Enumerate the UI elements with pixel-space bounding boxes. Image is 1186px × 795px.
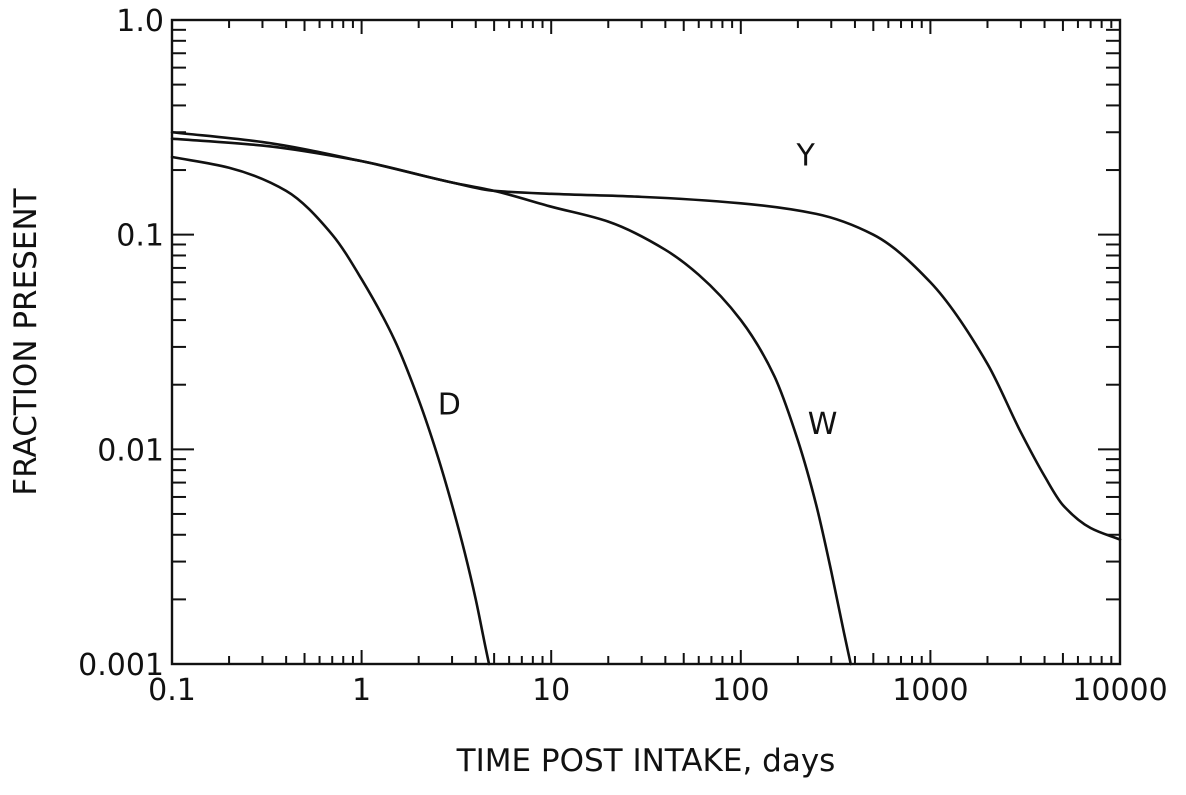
series-line-w	[170, 130, 853, 666]
curve-label-d: D	[438, 388, 461, 423]
tick-labels: 0.1 1 10 100 1000 10000 0.001 0.01 0.1 1.0	[78, 4, 1168, 708]
x-tick-label: 10000	[1072, 673, 1167, 708]
x-tick-label: 1	[352, 673, 371, 708]
x-tick-label: 10	[532, 673, 570, 708]
y-tick-label: 0.001	[78, 648, 164, 683]
series-line-y	[170, 137, 1122, 541]
x-tick-label: 1000	[892, 673, 968, 708]
plot-frame	[170, 18, 1122, 666]
series-lines	[170, 130, 1122, 666]
x-tick-label: 100	[712, 673, 769, 708]
y-tick-label: 0.01	[97, 433, 164, 468]
curve-labels: D W Y	[438, 138, 838, 441]
series-line-d	[170, 155, 491, 666]
curve-label-w: W	[808, 407, 838, 442]
x-axis-label: TIME POST INTAKE, days	[456, 743, 836, 779]
x-tick-label: 0.1	[148, 673, 196, 708]
tick-marks	[171, 19, 1121, 665]
y-axis-label: FRACTION PRESENT	[8, 187, 44, 495]
y-tick-label: 1.0	[116, 4, 164, 39]
curve-label-y: Y	[796, 138, 816, 173]
y-tick-label: 0.1	[116, 219, 164, 254]
